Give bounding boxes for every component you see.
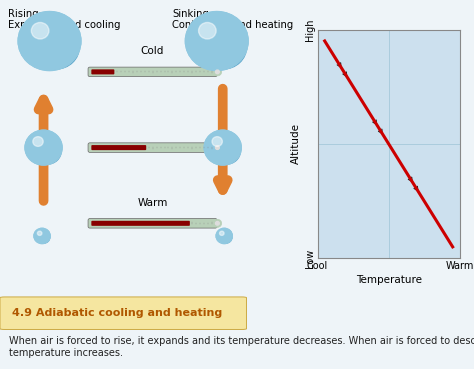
- Circle shape: [216, 228, 232, 244]
- FancyBboxPatch shape: [88, 218, 217, 228]
- Text: 4.9 Adiabatic cooling and heating: 4.9 Adiabatic cooling and heating: [12, 308, 222, 318]
- Circle shape: [199, 23, 216, 39]
- Y-axis label: Altitude: Altitude: [291, 123, 301, 165]
- FancyBboxPatch shape: [91, 221, 190, 226]
- Circle shape: [200, 25, 246, 69]
- Circle shape: [216, 228, 232, 244]
- Text: When air is forced to rise, it expands and its temperature decreases. When air i: When air is forced to rise, it expands a…: [9, 337, 474, 358]
- Circle shape: [25, 130, 62, 165]
- Circle shape: [37, 232, 50, 243]
- Circle shape: [31, 23, 49, 39]
- Circle shape: [185, 11, 248, 70]
- Circle shape: [37, 231, 42, 235]
- FancyBboxPatch shape: [91, 69, 114, 75]
- Text: Warm: Warm: [137, 198, 168, 208]
- Circle shape: [216, 70, 219, 74]
- FancyBboxPatch shape: [91, 145, 146, 150]
- FancyBboxPatch shape: [88, 67, 217, 77]
- Circle shape: [185, 11, 248, 70]
- Circle shape: [33, 137, 43, 146]
- Text: Cold: Cold: [141, 46, 164, 56]
- Text: Sinking:
Contraction and heating: Sinking: Contraction and heating: [172, 9, 293, 30]
- Circle shape: [25, 130, 62, 165]
- FancyBboxPatch shape: [0, 297, 246, 330]
- Circle shape: [32, 25, 79, 69]
- Circle shape: [34, 228, 50, 244]
- Circle shape: [213, 144, 222, 152]
- Circle shape: [220, 232, 232, 243]
- Circle shape: [213, 68, 222, 76]
- Circle shape: [33, 138, 61, 164]
- Circle shape: [18, 11, 81, 70]
- Circle shape: [212, 138, 240, 164]
- Circle shape: [34, 228, 50, 244]
- Circle shape: [212, 137, 222, 146]
- Text: Rising:
Expansion and cooling: Rising: Expansion and cooling: [8, 9, 120, 30]
- X-axis label: Temperature: Temperature: [356, 275, 422, 285]
- FancyBboxPatch shape: [88, 143, 217, 152]
- Circle shape: [219, 231, 224, 235]
- Circle shape: [216, 146, 219, 149]
- Circle shape: [204, 130, 241, 165]
- Circle shape: [204, 130, 241, 165]
- Circle shape: [18, 11, 81, 70]
- Circle shape: [213, 219, 222, 227]
- Circle shape: [216, 221, 219, 225]
